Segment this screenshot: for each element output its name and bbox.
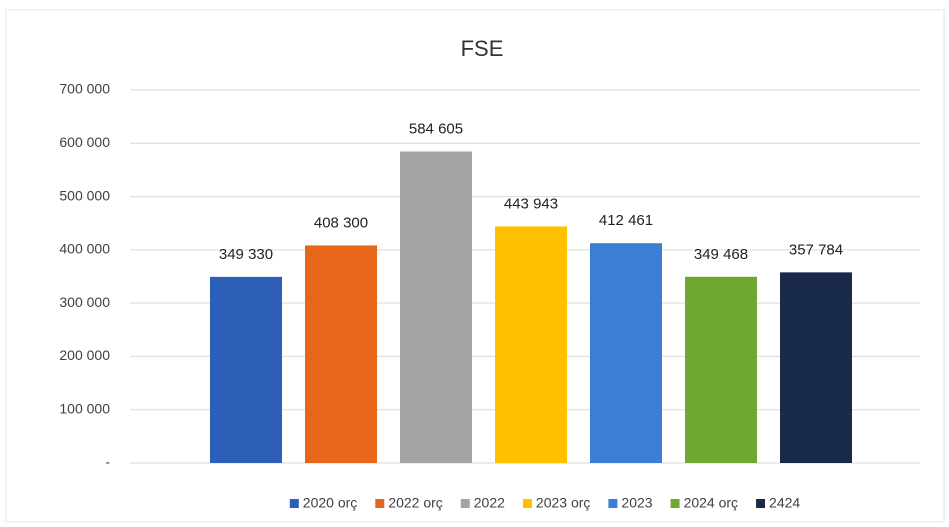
y-tick-label: 500 000 <box>59 187 110 203</box>
legend-label: 2024 orç <box>684 495 738 511</box>
y-tick-label: 300 000 <box>59 294 110 310</box>
legend-label: 2020 orç <box>303 495 357 511</box>
legend-swatch <box>670 499 680 508</box>
legend-label: 2023 <box>621 495 652 511</box>
y-tick-label: 700 000 <box>59 81 110 97</box>
legend-swatch <box>522 499 532 508</box>
bar <box>590 243 662 463</box>
legend-swatch <box>289 499 299 508</box>
chart-title: FSE <box>461 36 504 61</box>
y-tick-label: - <box>105 454 110 470</box>
bar <box>495 226 567 463</box>
legend-swatch <box>375 499 385 508</box>
data-label: 357 784 <box>789 241 843 258</box>
bar <box>400 151 472 463</box>
data-label: 412 461 <box>599 212 653 229</box>
legend-swatch <box>460 499 470 508</box>
y-tick-label: 600 000 <box>59 134 110 150</box>
bar <box>685 276 757 463</box>
y-tick-label: 100 000 <box>59 400 110 416</box>
legend-swatch <box>756 499 766 508</box>
bar <box>780 272 852 463</box>
bar <box>210 276 282 463</box>
legend-swatch <box>608 499 618 508</box>
legend-label: 2022 orç <box>388 495 442 511</box>
legend-label: 2424 <box>769 495 800 511</box>
y-tick-label: 400 000 <box>59 241 110 257</box>
y-tick-label: 200 000 <box>59 347 110 363</box>
data-label: 443 943 <box>504 195 558 212</box>
data-label: 349 330 <box>219 246 273 263</box>
data-label: 408 300 <box>314 214 368 231</box>
data-label: 349 468 <box>694 246 748 263</box>
data-label: 584 605 <box>409 120 463 137</box>
bar <box>305 245 377 463</box>
legend-label: 2023 orç <box>536 495 590 511</box>
legend-label: 2022 <box>474 495 505 511</box>
